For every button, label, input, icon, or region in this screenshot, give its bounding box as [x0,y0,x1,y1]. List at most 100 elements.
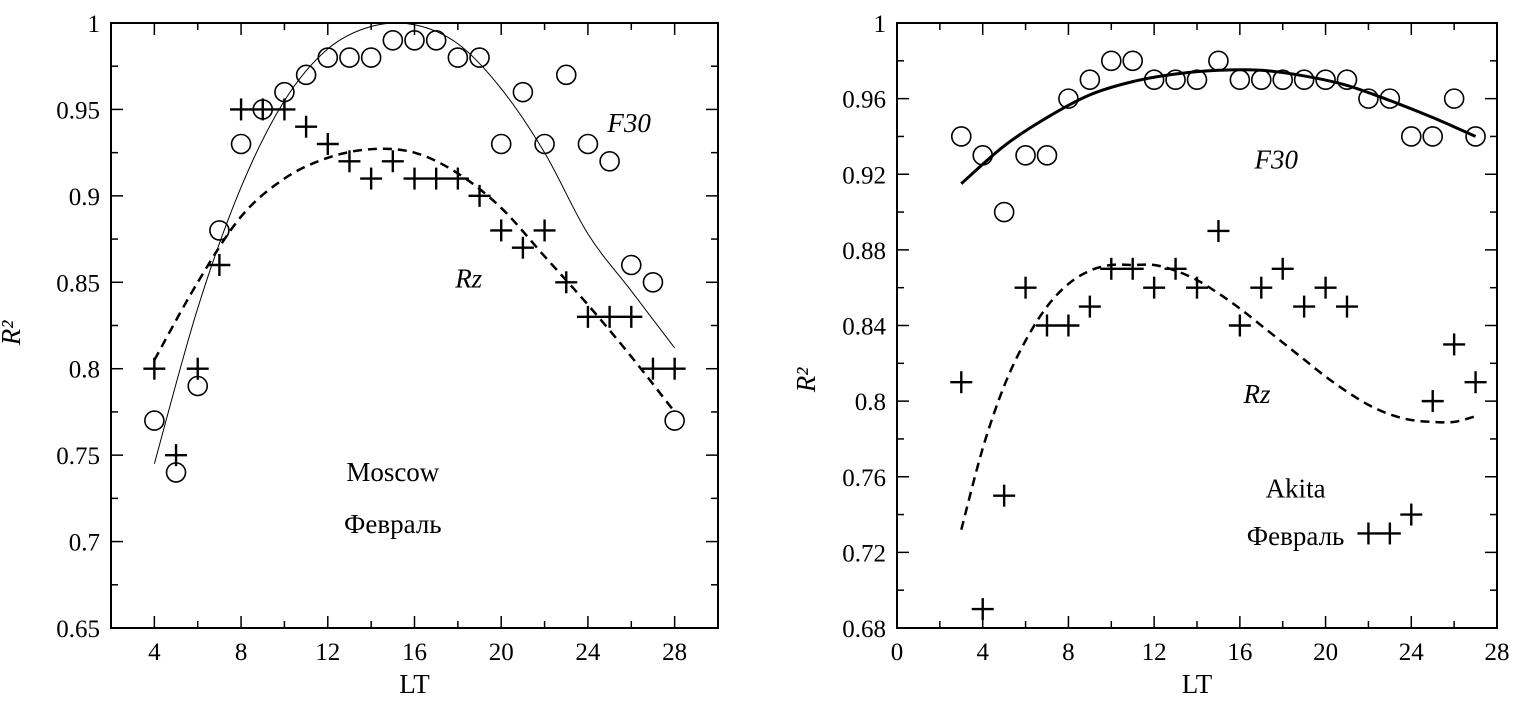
f30-point [469,47,490,68]
x-axis-title: LT [1182,669,1213,699]
rz-point [251,98,274,121]
rz-point [555,271,578,294]
f30-point [1143,69,1165,91]
rz-point [1143,276,1166,299]
f30-point [1165,69,1186,91]
annotation-label: F30 [606,108,651,138]
f30-point [1250,69,1272,91]
y-tick-label: 0.88 [842,238,886,265]
rz-point [950,371,973,394]
f30-point [1079,69,1101,91]
fit-line-f30 [960,68,1477,185]
y-tick-label: 0.9 [69,184,100,211]
f30-point [1443,88,1465,109]
f30-point [512,81,534,103]
rz-point [230,98,253,121]
x-tick-label: 24 [1399,639,1425,666]
chart-panel-akita: 0 4 8 12 16 20 24 28 0.68 0.72 0.76 0.8 0.84 0.88 0.92… [791,11,1510,699]
fit-line-rz [153,147,676,413]
y-tick-label: 0.72 [842,540,886,567]
rz-point [1164,257,1187,280]
annotation-label: F30 [1254,145,1299,175]
x-tick-label: 16 [402,639,427,666]
rz-point [511,236,534,259]
rz-point [1186,276,1208,299]
y-tick-label: 0.8 [855,389,886,416]
rz-point [208,254,231,276]
f30-point [230,133,252,155]
rz-point [1378,522,1401,545]
x-tick-label: 28 [662,639,687,666]
rz-point [381,150,404,173]
rz-point [598,305,621,328]
rz-point [620,305,643,328]
f30-point [1272,69,1294,91]
f30-point [1208,50,1229,72]
x-tick-label: 12 [1142,639,1167,666]
f30-point [209,220,230,241]
x-tick-label: 12 [315,639,340,666]
x-axis-title: LT [399,669,430,699]
f30-point [555,64,577,86]
rz-point [1357,522,1380,545]
f30-point [1336,69,1358,91]
y-tick-label: 0.92 [842,162,886,189]
rz-point [641,357,664,380]
rz-point [403,167,426,190]
rz-point [273,98,296,121]
f30-point [534,133,555,155]
f30-point [1379,88,1401,109]
x-tick-label: 0 [891,639,904,666]
f30-point [1100,50,1122,72]
rz-point [1100,257,1123,280]
y-tick-label: 0.75 [56,443,100,470]
x-tick-label: 4 [976,639,989,666]
rz-point [1036,314,1058,337]
f30-point [1122,50,1144,72]
y-axis-title: R² [791,367,821,393]
y-tick-label: 0.84 [842,314,886,341]
f30-point [620,254,642,276]
f30-point [1186,69,1208,91]
y-tick-label: 0.7 [69,530,100,557]
rz-point [1078,295,1101,318]
rz-point [468,184,491,207]
y-tick-label: 0.8 [69,357,100,384]
rz-point [1293,295,1316,318]
rz-point [186,357,209,380]
rz-point [1314,276,1337,299]
rz-point [295,115,318,138]
rz-point [425,167,448,190]
fit-line-rz [960,263,1476,531]
annotation-label: Февраль [1247,521,1345,551]
rz-point [1421,390,1444,413]
f30-point [1422,126,1444,147]
f30-point [295,64,317,86]
x-tick-label: 28 [1485,639,1510,666]
f30-point [642,271,664,293]
x-tick-label: 20 [1313,639,1338,666]
f30-point [404,29,425,51]
rz-point [971,598,994,621]
rz-point [1121,257,1144,280]
x-tick-label: 4 [148,639,161,666]
y-tick-label: 0.76 [842,465,886,492]
f30-point [360,47,382,68]
rz-point [338,150,361,173]
rz-point [316,133,339,155]
f30-point [1058,88,1079,109]
annotation-label: Rz [454,263,482,293]
annotation-label: Akita [1266,474,1326,504]
y-tick-label: 0.68 [842,616,886,643]
f30-point [599,150,620,172]
rz-point [1400,503,1423,526]
f30-point [950,126,972,147]
f30-point [144,410,165,431]
rz-point [1207,219,1230,242]
annotation-label: Moscow [346,457,439,487]
rz-point [1228,314,1251,337]
f30-point [1293,69,1315,91]
x-tick-label: 20 [489,639,514,666]
chart-panel-moscow: 4 8 12 16 20 24 28 0.65 0.7 0.75 0.8 0.85 0.9 0.95 1 LT… [0,11,719,699]
